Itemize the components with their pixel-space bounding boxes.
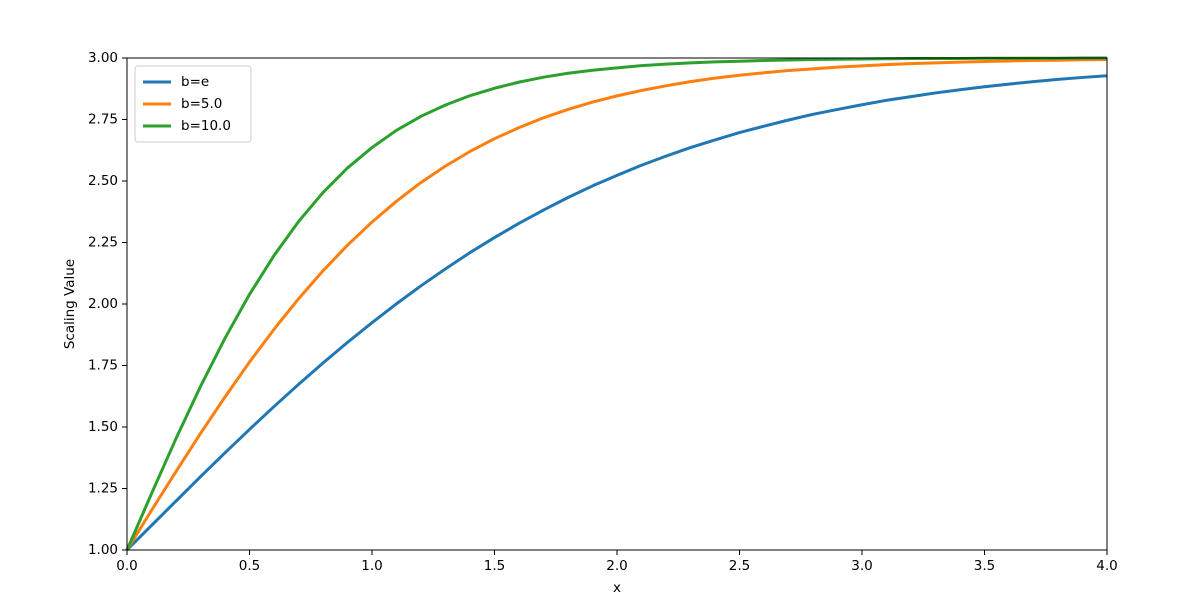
y-tick-label: 1.25 xyxy=(88,481,118,497)
y-tick-label: 2.50 xyxy=(88,173,118,189)
axes-frame xyxy=(126,57,1108,551)
x-tick-label: 3.5 xyxy=(974,558,995,574)
x-tick-label: 0.0 xyxy=(116,558,137,574)
x-axis-label: x xyxy=(613,580,621,596)
legend-label: b=e xyxy=(181,74,209,90)
y-axis-label: Scaling Value xyxy=(62,259,78,349)
y-tick-label: 1.00 xyxy=(88,542,118,558)
x-tick-label: 0.5 xyxy=(239,558,260,574)
line xyxy=(125,56,1107,551)
y-tick-label: 2.75 xyxy=(88,112,118,128)
x-tick-label: 2.5 xyxy=(729,558,750,574)
legend-box xyxy=(134,65,252,143)
line xyxy=(125,74,1108,552)
legend: b=e b=5.0 b=10.0 xyxy=(134,65,252,143)
x-tick-label: 4.0 xyxy=(1096,558,1117,574)
y-tick-label: 3.00 xyxy=(88,50,118,66)
legend-label: b=5.0 xyxy=(181,96,222,112)
x-tick-label: 1.0 xyxy=(361,558,382,574)
y-tick-label: 2.25 xyxy=(88,235,118,251)
y-tick-label: 2.00 xyxy=(88,296,118,312)
legend-label: b=10.0 xyxy=(181,118,231,134)
plot-area xyxy=(125,56,1108,552)
x-tick-label: 1.5 xyxy=(484,558,505,574)
x-tick-label: 3.0 xyxy=(851,558,872,574)
line xyxy=(125,57,1108,551)
y-tick-label: 1.75 xyxy=(88,358,118,374)
y-tick-label: 1.50 xyxy=(88,419,118,435)
x-tick-label: 2.0 xyxy=(606,558,627,574)
